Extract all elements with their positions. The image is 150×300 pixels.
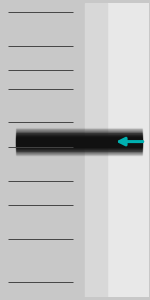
Bar bbox=[107, 3, 148, 297]
Bar bbox=[85, 3, 107, 297]
